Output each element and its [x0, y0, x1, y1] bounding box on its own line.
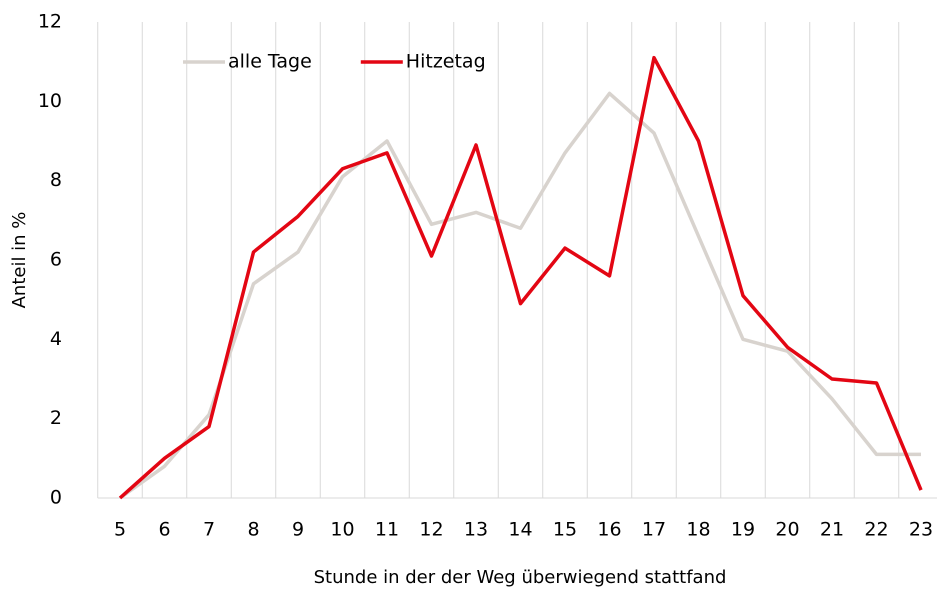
series-line — [118, 55, 923, 500]
x-tick-label: 6 — [158, 519, 170, 541]
legend-label: alle Tage — [228, 51, 312, 73]
series-line — [118, 91, 921, 500]
x-tick-label: 5 — [114, 519, 126, 541]
y-tick-label: 8 — [50, 169, 62, 191]
y-tick-label: 0 — [50, 487, 62, 509]
x-tick-label: 12 — [419, 519, 443, 541]
x-tick-label: 16 — [597, 519, 621, 541]
y-tick-label: 10 — [38, 90, 62, 112]
x-tick-label: 20 — [775, 519, 799, 541]
x-tick-label: 14 — [508, 519, 532, 541]
x-tick-label: 17 — [642, 519, 666, 541]
y-tick-label: 4 — [50, 328, 62, 350]
y-tick-label: 6 — [50, 249, 62, 271]
x-tick-label: 10 — [330, 519, 354, 541]
x-tick-label: 18 — [686, 519, 710, 541]
y-tick-label: 12 — [38, 11, 62, 33]
x-tick-label: 22 — [864, 519, 888, 541]
x-tick-label: 11 — [375, 519, 399, 541]
x-axis-label: Stunde in der der Weg überwiegend stattf… — [314, 567, 727, 588]
x-tick-label: 23 — [909, 519, 933, 541]
legend-label: Hitzetag — [406, 51, 486, 73]
x-tick-label: 8 — [247, 519, 259, 541]
x-tick-label: 9 — [292, 519, 304, 541]
x-tick-label: 21 — [820, 519, 844, 541]
x-tick-label: 7 — [203, 519, 215, 541]
x-tick-label: 15 — [553, 519, 577, 541]
x-tick-label: 13 — [464, 519, 488, 541]
x-tick-label: 19 — [731, 519, 755, 541]
y-axis-label: Anteil in % — [9, 212, 30, 309]
y-tick-label: 2 — [50, 407, 62, 429]
